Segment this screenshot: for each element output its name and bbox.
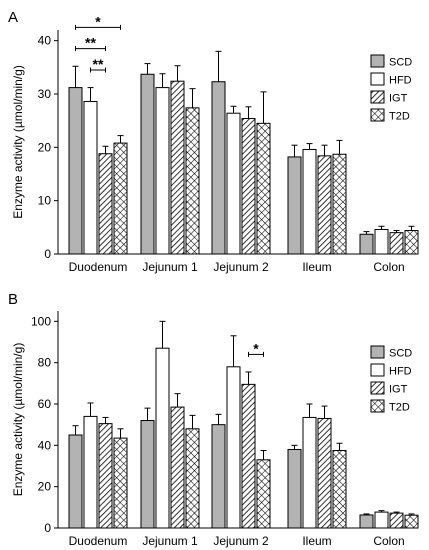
bar-hfd-duodenum [83,415,98,529]
x-tick-label: Jejunum 1 [142,260,198,274]
bar-scd-jejunum-2 [211,424,226,529]
legend-label: IGT [389,384,408,396]
bar-hfd-ileum [302,148,317,255]
y-tick-label: 40 [38,438,52,452]
legend-swatch [370,363,385,377]
bar-t2d-jejunum-1 [185,428,200,529]
bar-t2d-duodenum [113,437,128,529]
x-tick-label: Ileum [302,534,331,548]
bar-t2d-duodenum [113,142,128,255]
bar-igt-ileum [317,417,332,529]
significance-marker: * [95,13,101,29]
x-tick-label: Jejunum 2 [213,260,269,274]
bar-t2d-ileum [332,450,347,529]
legend-swatch [370,399,385,413]
panel-label: B [8,291,18,308]
y-axis-label: Enzyme activity (µmol/min/g) [11,65,25,219]
bar-hfd-jejunum-2 [226,366,241,529]
significance-marker: ** [93,56,104,72]
legend-label: IGT [389,93,408,105]
bar-hfd-ileum [302,416,317,529]
bar-t2d-jejunum-2 [256,459,271,529]
legend-swatch [370,381,385,395]
bar-t2d-jejunum-1 [185,107,200,255]
legend-label: HFD [389,75,412,87]
legend-label: SCD [389,348,412,360]
legend-swatch [370,345,385,359]
bar-scd-duodenum [68,87,83,255]
bar-igt-ileum [317,155,332,255]
x-tick-label: Colon [373,534,404,548]
bar-scd-colon [359,233,374,255]
y-tick-label: 20 [38,480,52,494]
bar-scd-colon [359,514,374,529]
y-tick-label: 30 [38,87,52,101]
x-tick-label: Jejunum 2 [213,534,269,548]
x-tick-label: Duodenum [69,260,128,274]
bar-scd-duodenum [68,434,83,529]
y-tick-label: 20 [38,140,52,154]
legend-label: T2D [389,402,410,414]
y-tick-label: 100 [31,314,51,328]
y-axis-label: Enzyme activity (µmol/min/g) [11,343,25,497]
bar-igt-colon [389,512,404,529]
bar-scd-ileum [287,448,302,529]
y-tick-label: 10 [38,194,52,208]
legend-swatch [370,90,385,104]
legend-swatch [370,108,385,122]
bar-t2d-colon [404,230,419,255]
bar-scd-jejunum-1 [140,420,155,529]
panel-b: B 0 20 40 60 80 100 Enzyme activity (µmol/min/g… [8,291,419,548]
significance-marker: * [253,340,259,356]
bar-igt-jejunum-2 [241,118,256,255]
bar-scd-jejunum-2 [211,81,226,255]
y-tick-label: 60 [38,397,52,411]
bar-hfd-colon [374,228,389,255]
y-tick-label: 40 [38,34,52,48]
bar-igt-jejunum-1 [170,80,185,255]
bar-t2d-ileum [332,153,347,255]
x-tick-label: Jejunum 1 [142,534,198,548]
bar-hfd-colon [374,511,389,529]
bar-igt-duodenum [98,423,113,529]
legend-label: SCD [389,57,412,69]
bar-igt-duodenum [98,153,113,255]
y-tick-label: 80 [38,356,52,370]
bar-igt-jejunum-2 [241,383,256,529]
legend-swatch [370,54,385,68]
legend-swatch [370,72,385,86]
panel-label: A [8,9,18,26]
legend-label: T2D [389,111,410,123]
bar-hfd-jejunum-1 [155,87,170,255]
bar-t2d-colon [404,514,419,529]
bar-igt-jejunum-1 [170,406,185,529]
bar-scd-ileum [287,156,302,255]
bar-t2d-jejunum-2 [256,122,271,255]
significance-marker: ** [85,35,96,51]
bar-scd-jejunum-1 [140,73,155,255]
bar-hfd-jejunum-1 [155,347,170,529]
y-tick-label: 0 [44,521,51,535]
x-tick-label: Ileum [302,260,331,274]
x-tick-label: Duodenum [69,534,128,548]
bar-hfd-jejunum-2 [226,112,241,255]
x-tick-label: Colon [373,260,404,274]
legend-label: HFD [389,366,412,378]
bar-igt-colon [389,232,404,255]
panel-a: A 0 10 20 30 40 Enzyme activity (µmol/min/g) Du… [8,9,419,274]
bar-hfd-duodenum [83,100,98,255]
y-tick-label: 0 [44,247,51,261]
